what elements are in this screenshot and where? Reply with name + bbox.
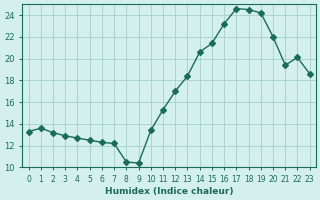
X-axis label: Humidex (Indice chaleur): Humidex (Indice chaleur)	[105, 187, 233, 196]
